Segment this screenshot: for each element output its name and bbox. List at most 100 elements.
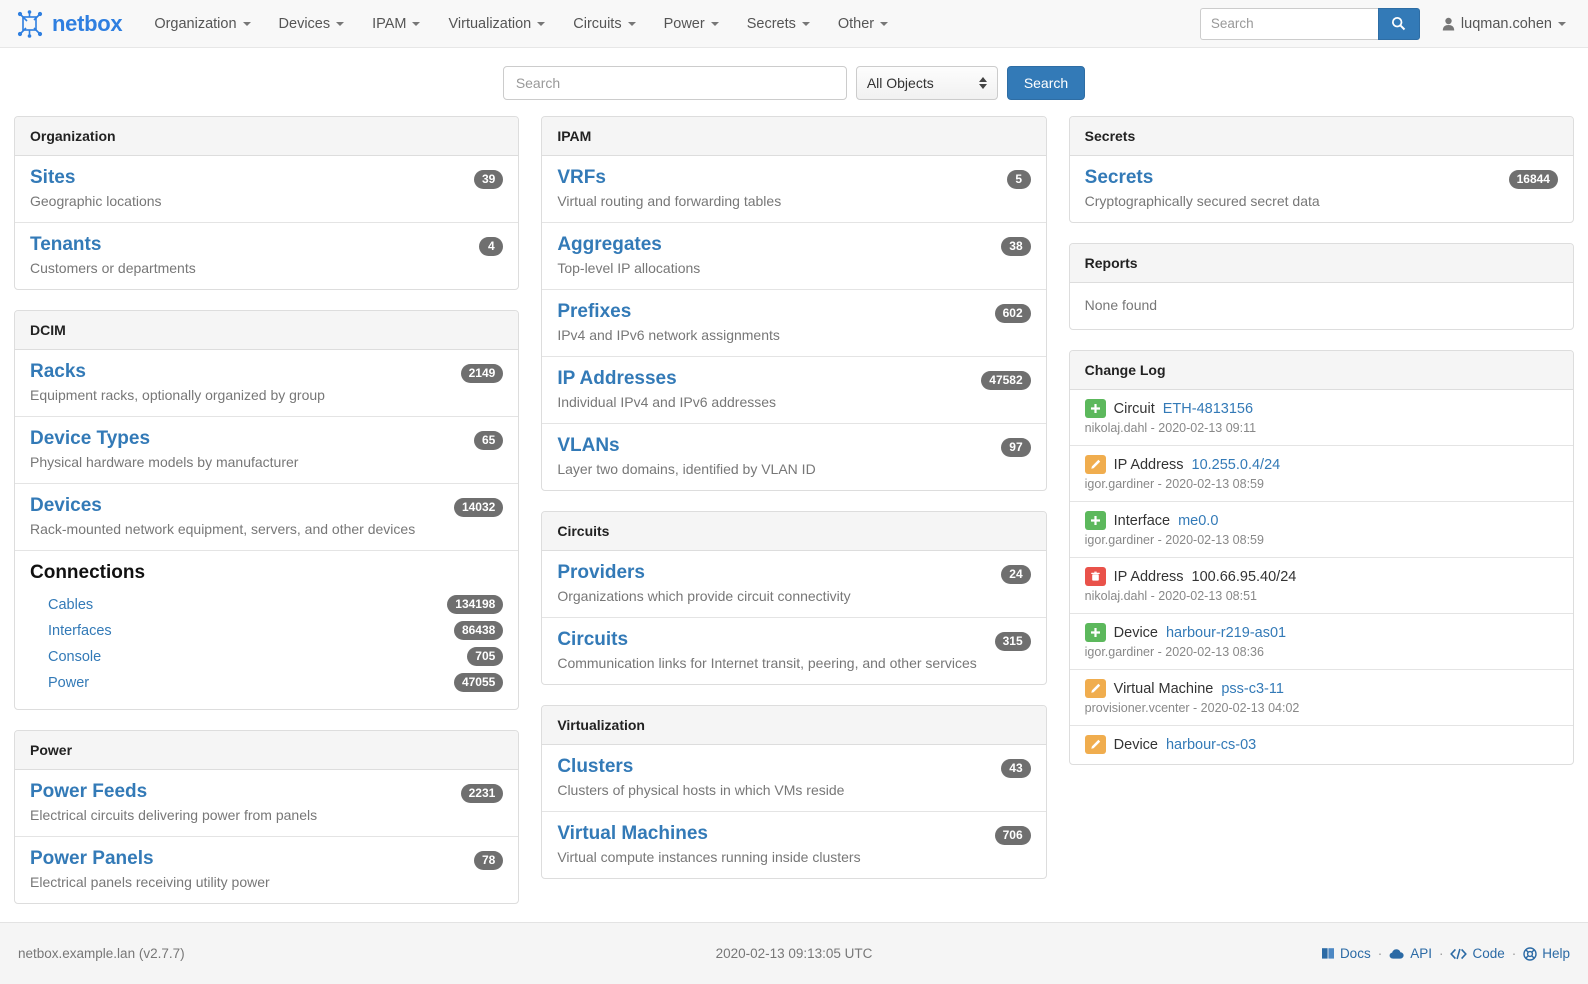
item-description: IPv4 and IPv6 network assignments: [557, 327, 780, 343]
plus-icon: [1084, 511, 1106, 530]
link-virtual-machines[interactable]: Virtual Machines: [557, 823, 708, 844]
link-cables[interactable]: Cables: [48, 597, 94, 613]
book-icon: [1321, 947, 1335, 960]
changelog-entry: Circuit ETH-4813156 nikolaj.dahl - 2020-…: [1069, 390, 1573, 446]
user-menu[interactable]: luqman.cohen: [1434, 10, 1574, 38]
changelog-object-link[interactable]: me0.0: [1178, 512, 1219, 529]
changelog-object-link[interactable]: harbour-r219-as01: [1165, 624, 1287, 641]
changelog-entry: Virtual Machine pss-c3-11 provisioner.vc…: [1069, 670, 1573, 726]
item-description: Virtual routing and forwarding tables: [557, 193, 782, 209]
nav-menu-secrets[interactable]: Secrets: [733, 10, 824, 38]
count-badge: 705: [467, 647, 504, 666]
link-prefixes[interactable]: Prefixes: [557, 301, 632, 322]
item-description: Clusters of physical hosts in which VMs …: [557, 782, 845, 798]
footer-link-code[interactable]: Code: [1450, 946, 1505, 961]
brand-logo-link[interactable]: netbox: [16, 9, 123, 38]
nav-menu-other[interactable]: Other: [824, 10, 902, 38]
nav-menu-devices[interactable]: Devices: [265, 10, 359, 38]
item-description: Customers or departments: [30, 260, 196, 276]
list-item: Tenants 4 Customers or departments: [15, 223, 518, 289]
trash-icon: [1084, 567, 1106, 586]
list-item: IP Addresses 47582 Individual IPv4 and I…: [542, 357, 1046, 424]
chevron-down-icon: [801, 21, 810, 26]
link-ip-addresses[interactable]: IP Addresses: [557, 368, 677, 389]
netbox-logo-icon: [16, 9, 46, 38]
cloud-icon: [1389, 948, 1405, 960]
changelog-meta: igor.gardiner - 2020-02-13 08:36: [1084, 645, 1264, 659]
panel-circuits: Circuits Providers 24 Organizations whic…: [541, 511, 1047, 685]
count-badge: 65: [473, 431, 504, 450]
chevron-down-icon: [412, 21, 421, 26]
footer-links: Docs · API · Code ·: [872, 946, 1570, 961]
link-device-types[interactable]: Device Types: [30, 428, 151, 449]
count-badge: 315: [994, 632, 1031, 651]
link-aggregates[interactable]: Aggregates: [557, 234, 662, 255]
link-circuits[interactable]: Circuits: [557, 629, 629, 650]
panel-organization: Organization Sites 39 Geographic locatio…: [14, 116, 520, 290]
nav-menu-virtualization[interactable]: Virtualization: [434, 10, 559, 38]
panel-circuits-title: Circuits: [542, 512, 1046, 551]
column-left: Organization Sites 39 Geographic locatio…: [14, 116, 520, 924]
list-item: Aggregates 38 Top-level IP allocations: [542, 223, 1046, 290]
link-console[interactable]: Console: [48, 649, 102, 665]
link-vrfs[interactable]: VRFs: [557, 167, 606, 188]
user-icon: [1442, 17, 1455, 31]
changelog-entry: Interface me0.0 igor.gardiner - 2020-02-…: [1069, 502, 1573, 558]
connections-title: Connections: [30, 562, 146, 583]
footer-link-api[interactable]: API: [1389, 946, 1432, 961]
footer-link-code-label: Code: [1472, 946, 1505, 961]
link-clusters[interactable]: Clusters: [557, 756, 634, 777]
changelog-object-link[interactable]: pss-c3-11: [1221, 680, 1284, 697]
footer-link-docs[interactable]: Docs: [1321, 946, 1371, 961]
link-tenants[interactable]: Tenants: [30, 234, 102, 255]
separator: ·: [1511, 946, 1517, 961]
panel-reports: Reports None found: [1068, 243, 1574, 330]
link-secrets[interactable]: Secrets: [1084, 167, 1154, 188]
link-power-connections[interactable]: Power: [48, 675, 90, 691]
count-badge: 38: [1001, 237, 1031, 256]
nav-menu-power[interactable]: Power: [650, 10, 733, 38]
navbar-search-input[interactable]: [1199, 7, 1378, 40]
list-item: Devices 14032 Rack-mounted network equip…: [15, 484, 519, 551]
global-search-input[interactable]: [502, 66, 847, 100]
link-devices[interactable]: Devices: [30, 495, 102, 516]
link-vlans[interactable]: VLANs: [557, 435, 620, 456]
panel-ipam-title: IPAM: [542, 117, 1046, 156]
changelog-object-link[interactable]: ETH-4813156: [1162, 400, 1254, 417]
nav-menu-organization[interactable]: Organization: [140, 10, 264, 38]
link-racks[interactable]: Racks: [30, 361, 86, 382]
changelog-object-link[interactable]: 10.255.0.4/24: [1191, 456, 1281, 473]
count-badge: 4: [479, 237, 504, 256]
nav-menu-organization-label: Organization: [154, 15, 237, 32]
navbar-search-form: [1199, 7, 1420, 40]
changelog-object-type: Device: [1113, 624, 1158, 641]
nav-menu-secrets-label: Secrets: [746, 15, 796, 32]
panel-changelog: Change Log Circuit ETH-4813156 nikolaj.d…: [1068, 350, 1574, 765]
nav-menu-circuits[interactable]: Circuits: [559, 10, 649, 38]
changelog-meta: provisioner.vcenter - 2020-02-13 04:02: [1084, 701, 1300, 715]
changelog-object-link[interactable]: harbour-cs-03: [1165, 736, 1257, 753]
object-type-select[interactable]: All Objects: [855, 66, 998, 100]
global-search-button[interactable]: Search: [1006, 66, 1086, 100]
item-description: Top-level IP allocations: [557, 260, 701, 276]
changelog-entry: IP Address 10.255.0.4/24 igor.gardiner -…: [1069, 446, 1573, 502]
search-icon: [1391, 16, 1406, 31]
list-item: Sites 39 Geographic locations: [15, 156, 519, 223]
list-item: Cables 134198: [30, 592, 504, 618]
panel-power-title: Power: [15, 731, 519, 770]
list-item: Circuits 315 Communication links for Int…: [542, 618, 1045, 684]
link-power-panels[interactable]: Power Panels: [30, 848, 154, 869]
navbar-search-button[interactable]: [1377, 7, 1420, 40]
footer-link-help[interactable]: Help: [1523, 946, 1570, 961]
link-interfaces[interactable]: Interfaces: [48, 623, 112, 639]
count-badge: 24: [1001, 565, 1031, 584]
link-providers[interactable]: Providers: [557, 562, 645, 583]
link-sites[interactable]: Sites: [30, 167, 76, 188]
count-badge: 16844: [1508, 170, 1558, 189]
list-item: Secrets 16844 Cryptographically secured …: [1070, 156, 1573, 222]
list-item: VLANs 97 Layer two domains, identified b…: [542, 424, 1045, 490]
footer-link-help-label: Help: [1542, 946, 1571, 961]
list-item: Racks 2149 Equipment racks, optionally o…: [15, 350, 519, 417]
nav-menu-ipam[interactable]: IPAM: [358, 10, 434, 38]
link-power-feeds[interactable]: Power Feeds: [30, 781, 148, 802]
